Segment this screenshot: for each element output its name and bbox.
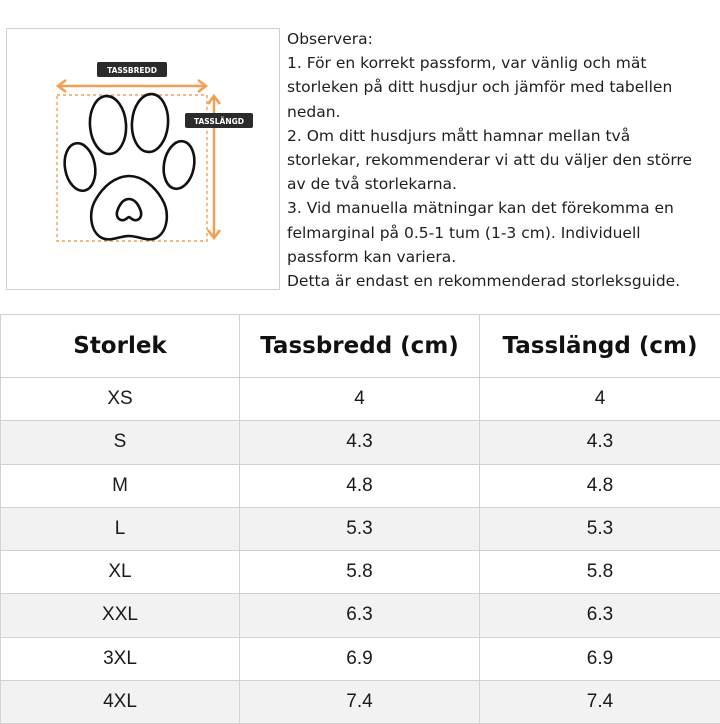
cell-paw-width: 5.3 <box>239 506 480 552</box>
table-row: XS 4 4 <box>0 376 720 422</box>
cell-paw-length: 4.8 <box>479 463 720 508</box>
notes-line: Observera: <box>287 30 373 48</box>
cell-size: 4XL <box>0 679 240 724</box>
cell-paw-width: 6.3 <box>239 593 480 638</box>
cell-paw-width: 5.8 <box>239 549 480 595</box>
notes-line: 1. För en korrekt passform, var vänlig o… <box>287 54 647 73</box>
cell-size: L <box>0 506 240 552</box>
paw-measure-illustration: TASSBREDD TASSLÄNGD <box>55 62 253 242</box>
cell-paw-length: 4.3 <box>479 420 720 465</box>
size-table: Storlek Tassbredd (cm) Tasslängd (cm) XS… <box>0 314 720 724</box>
cell-size: 3XL <box>0 636 240 681</box>
cell-size: XXL <box>0 593 240 638</box>
measure-frame <box>56 94 208 242</box>
cell-paw-length: 7.4 <box>479 679 720 724</box>
notes-line: 3. Vid manuella mätningar kan det föreko… <box>287 199 674 218</box>
notes-line: passform kan variera. <box>287 247 457 266</box>
table-row: S 4.3 4.3 <box>0 420 720 465</box>
header-size: Storlek <box>0 314 240 378</box>
cell-paw-width: 6.9 <box>239 636 480 681</box>
cell-paw-length: 5.8 <box>479 549 720 595</box>
cell-size: XS <box>0 376 240 422</box>
table-row: 3XL 6.9 6.9 <box>0 636 720 681</box>
header-paw-width: Tassbredd (cm) <box>239 314 480 378</box>
table-row: L 5.3 5.3 <box>0 506 720 552</box>
notes-line: 2. Om ditt husdjurs mått hamnar mellan t… <box>287 126 631 145</box>
cell-paw-width: 4 <box>239 376 480 422</box>
cell-paw-width: 7.4 <box>239 679 480 724</box>
width-arrow <box>55 79 209 93</box>
cell-paw-length: 6.3 <box>479 593 720 638</box>
cell-paw-length: 4 <box>479 376 720 422</box>
notes-text: Observera: 1. För en korrekt passform, v… <box>287 27 717 293</box>
table-row: XXL 6.3 6.3 <box>0 593 720 638</box>
cell-size: S <box>0 420 240 465</box>
width-label-bg <box>97 62 167 77</box>
notes-line: storlekar, rekommenderar vi att du välje… <box>287 151 692 170</box>
notes-line: nedan. <box>287 102 341 121</box>
paw-diagram: TASSBREDD TASSLÄNGD <box>6 28 280 290</box>
cell-paw-width: 4.8 <box>239 463 480 508</box>
table-row: XL 5.8 5.8 <box>0 549 720 595</box>
notes-line: felmarginal på 0.5-1 tum (1-3 cm). Indiv… <box>287 223 641 242</box>
cell-size: XL <box>0 549 240 595</box>
cell-paw-width: 4.3 <box>239 420 480 465</box>
notes-line: storleken på ditt husdjur och jämför med… <box>287 78 673 97</box>
header-paw-length: Tasslängd (cm) <box>479 314 720 378</box>
cell-paw-length: 6.9 <box>479 636 720 681</box>
table-row: M 4.8 4.8 <box>0 463 720 508</box>
table-header-row: Storlek Tassbredd (cm) Tasslängd (cm) <box>0 314 720 378</box>
cell-size: M <box>0 463 240 508</box>
length-label-bg <box>185 113 253 128</box>
paw-print-icon <box>63 92 196 241</box>
width-label: TASSBREDD <box>107 66 157 75</box>
cell-paw-length: 5.3 <box>479 506 720 552</box>
table-row: 4XL 7.4 7.4 <box>0 679 720 724</box>
length-label: TASSLÄNGD <box>194 117 244 126</box>
notes-line: Detta är endast en rekommenderad storlek… <box>287 272 681 291</box>
notes-line: av de två storlekarna. <box>287 175 457 194</box>
